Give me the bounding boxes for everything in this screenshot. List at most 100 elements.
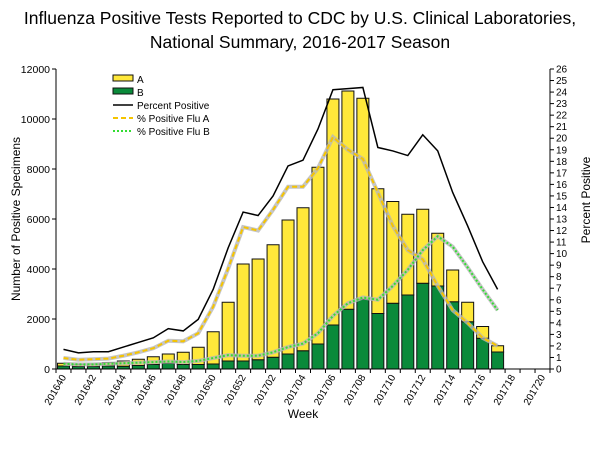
y2-tick-label: 13 [556,215,568,226]
x-tick-label: 201708 [342,373,368,408]
x-tick-label: 201648 [163,373,189,408]
y2-tick-label: 23 [556,99,568,110]
bar-b-201713 [431,285,445,370]
bars-group [56,90,505,370]
bar-a-201710 [386,201,400,304]
x-tick-label: 201716 [462,373,488,408]
y2-tick-label: 6 [556,295,562,306]
bar-a-201701 [251,258,265,361]
y2-tick-label: 11 [556,238,567,249]
bar-b-201649 [191,364,205,370]
y2-tick-label: 17 [556,168,568,179]
bar-a-201717 [491,345,505,353]
bar-a-201708 [356,97,370,300]
y-tick-label: 12000 [21,64,50,76]
bar-b-201710 [386,302,400,370]
bar-a-201651 [221,301,235,362]
x-tick-label: 201640 [43,373,69,408]
bar-b-201645 [131,365,145,370]
y-tick-label: 0 [44,364,50,376]
y2-tick-label: 26 [556,65,568,76]
y2-tick-label: 7 [556,284,562,295]
x-tick-label: 201712 [402,373,428,408]
legend-label-A: A [137,75,144,86]
bar-b-201651 [221,360,235,370]
legend-label-line-0: Percent Positive [137,101,210,112]
x-tick-label: 201644 [103,373,129,408]
bar-b-201707 [341,308,355,370]
y2-tick-label: 12 [556,226,568,237]
y2-tick-label: 5 [556,307,562,318]
y2-tick-label: 0 [556,365,562,376]
bar-b-201705 [311,343,325,370]
bar-b-201646 [146,364,160,370]
bar-b-201709 [371,313,385,370]
x-tick-label: 201720 [522,373,548,408]
bar-b-201648 [176,364,190,370]
bar-a-201705 [311,166,325,345]
bar-b-201704 [296,350,310,370]
y2-tick-label: 16 [556,180,568,191]
line-series-0 [63,86,499,354]
bar-a-201714 [446,269,460,303]
y2-tick-label: 10 [556,249,568,260]
y-tick-label: 4000 [27,264,51,276]
y2-tick-label: 3 [556,330,562,341]
bar-a-201706 [326,98,340,326]
x-tick-label: 201714 [432,373,458,408]
line-series-1 [63,135,499,361]
bar-b-201706 [326,324,340,370]
y2-tick-label: 20 [556,134,568,145]
bar-a-201704 [296,207,310,352]
bar-b-201652 [236,360,250,370]
lines-group [63,86,500,367]
y-tick-label: 6000 [27,214,51,226]
y2-tick-label: 24 [556,88,568,99]
y2-tick-label: 14 [556,203,568,214]
line-series-2 [63,235,499,366]
y-axis-label: Number of Positive Specimens [9,137,23,301]
chart-title-line2: National Summary, 2016-2017 Season [150,32,450,52]
bar-b-201702 [266,356,280,370]
bar-b-201717 [491,351,505,370]
legend-label-B: B [137,88,144,99]
y2-axis-label: Percent Positive [579,156,593,243]
y2-tick-label: 21 [556,122,568,133]
legend-label-line-2: % Positive Flu B [137,127,210,138]
y-tick-label: 2000 [27,314,51,326]
legend: AB Percent Positive % Positive Flu A % Posi… [112,74,210,138]
x-tick-label: 201652 [223,373,249,408]
legend-swatch-B [112,87,134,95]
x-tick-label: 201650 [193,373,219,408]
x-tick-label: 201646 [133,373,159,408]
y2-tick-label: 18 [556,157,568,168]
y2-tick-label: 25 [556,76,568,87]
y2-tick-label: 19 [556,145,568,156]
bar-b-201703 [281,353,295,370]
bar-b-201650 [206,363,220,370]
legend-label-line-1: % Positive Flu A [137,114,210,125]
x-tick-label: 201642 [73,373,99,408]
legend-swatch-A [112,74,134,82]
bar-b-201647 [161,362,175,370]
y2-tick-label: 2 [556,341,562,352]
bar-b-201716 [476,337,490,370]
chart-title-line1: Influenza Positive Tests Reported to CDC… [24,8,576,28]
y2-tick-label: 22 [556,111,568,122]
bar-a-201703 [281,219,295,355]
y2-tick-label: 1 [556,353,562,364]
x-tick-label: 201704 [282,373,308,408]
x-tick-label: 201710 [372,373,398,408]
bar-b-201701 [251,359,265,370]
y-tick-label: 10000 [21,114,50,126]
x-tick-label: 201702 [252,373,278,408]
x-tick-label: 201706 [312,373,338,408]
y2-tick-label: 4 [556,318,562,329]
y-tick-label: 8000 [27,164,51,176]
bar-b-201712 [416,282,430,370]
bar-b-201711 [401,294,415,370]
y2-tick-label: 15 [556,191,568,202]
x-axis-label: Week [288,407,319,421]
y2-tick-label: 9 [556,261,562,272]
